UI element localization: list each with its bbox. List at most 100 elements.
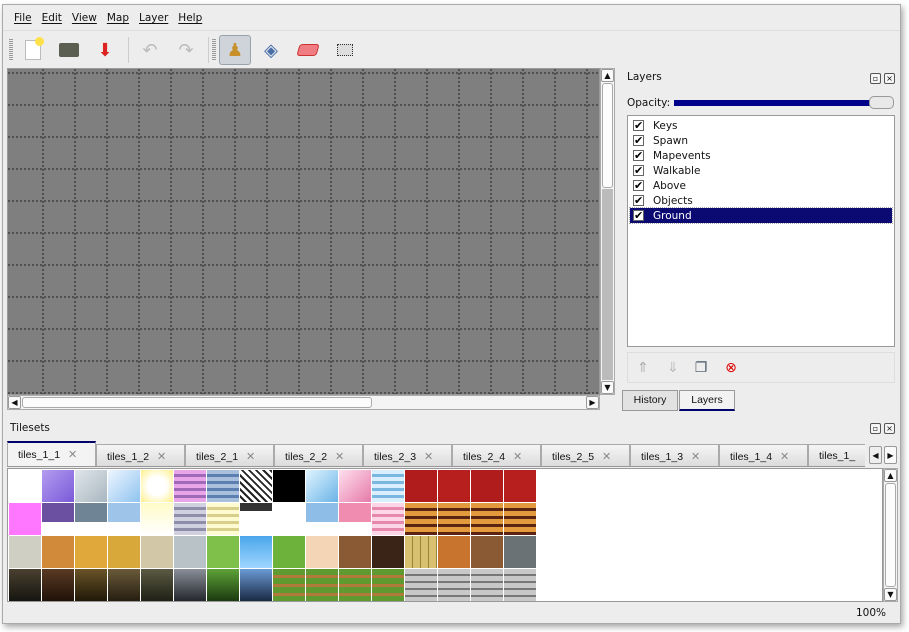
layer-item[interactable]: ✔ Walkable bbox=[630, 163, 892, 178]
layer-visibility-checkbox[interactable]: ✔ bbox=[633, 209, 644, 222]
tile[interactable] bbox=[108, 536, 140, 568]
tile[interactable] bbox=[108, 470, 140, 502]
tile[interactable] bbox=[42, 569, 74, 601]
tile[interactable] bbox=[372, 470, 404, 502]
tile[interactable] bbox=[339, 503, 371, 535]
layer-visibility-checkbox[interactable]: ✔ bbox=[633, 134, 644, 147]
scroll-down-icon[interactable]: ▼ bbox=[884, 588, 897, 601]
tile[interactable] bbox=[174, 503, 206, 535]
tile[interactable] bbox=[504, 536, 536, 568]
menu-layer[interactable]: Layer bbox=[139, 12, 169, 24]
close-tab-icon[interactable]: ✕ bbox=[335, 451, 345, 463]
stamp-brush-button[interactable]: ♟ bbox=[219, 35, 251, 65]
tile[interactable] bbox=[240, 536, 272, 568]
tile[interactable] bbox=[75, 503, 107, 535]
duplicate-layer-icon[interactable]: ❐ bbox=[694, 360, 708, 376]
close-tab-icon[interactable]: ✕ bbox=[513, 451, 523, 463]
tile[interactable] bbox=[438, 569, 470, 601]
bucket-fill-button[interactable]: ◈ bbox=[255, 35, 287, 65]
menu-view[interactable]: View bbox=[71, 12, 97, 24]
tile[interactable] bbox=[306, 536, 338, 568]
scroll-down-icon[interactable]: ▼ bbox=[601, 381, 614, 394]
toolbar-grip[interactable] bbox=[9, 39, 13, 61]
tile[interactable] bbox=[108, 569, 140, 601]
layer-visibility-checkbox[interactable]: ✔ bbox=[633, 149, 644, 162]
tile[interactable] bbox=[372, 569, 404, 601]
tile[interactable] bbox=[75, 470, 107, 502]
tile[interactable] bbox=[273, 503, 305, 535]
tile[interactable] bbox=[141, 536, 173, 568]
tile[interactable] bbox=[372, 503, 404, 535]
tile[interactable] bbox=[339, 569, 371, 601]
layer-item[interactable]: ✔ Ground bbox=[629, 207, 893, 224]
tab-tileset[interactable]: tiles_2_5 ✕ bbox=[541, 444, 630, 466]
close-tab-icon[interactable]: ✕ bbox=[691, 451, 701, 463]
remove-layer-icon[interactable]: ⊗ bbox=[725, 360, 737, 376]
tile[interactable] bbox=[240, 569, 272, 601]
close-tab-icon[interactable]: ✕ bbox=[68, 449, 78, 461]
map-canvas[interactable] bbox=[7, 68, 600, 395]
tab-layers[interactable]: Layers bbox=[679, 390, 735, 411]
tab-tileset[interactable]: tiles_2_2 ✕ bbox=[274, 444, 363, 466]
tile[interactable] bbox=[471, 569, 503, 601]
close-tab-icon[interactable]: ✕ bbox=[424, 451, 434, 463]
tile[interactable] bbox=[174, 569, 206, 601]
opacity-slider[interactable] bbox=[674, 100, 874, 106]
redo-button[interactable]: ↷ bbox=[170, 35, 202, 65]
tile[interactable] bbox=[504, 503, 536, 535]
tile[interactable] bbox=[9, 503, 41, 535]
tile[interactable] bbox=[372, 536, 404, 568]
close-tab-icon[interactable]: ✕ bbox=[780, 451, 790, 463]
tile[interactable] bbox=[108, 503, 140, 535]
menu-map[interactable]: Map bbox=[106, 12, 130, 24]
close-icon[interactable]: × bbox=[884, 73, 895, 84]
tile[interactable] bbox=[471, 536, 503, 568]
tab-tileset[interactable]: tiles_2_4 ✕ bbox=[452, 444, 541, 466]
tile[interactable] bbox=[240, 503, 272, 535]
tile[interactable] bbox=[306, 569, 338, 601]
tab-tileset[interactable]: tiles_2_1 ✕ bbox=[185, 444, 274, 466]
close-tab-icon[interactable]: ✕ bbox=[246, 451, 256, 463]
close-icon[interactable]: × bbox=[884, 423, 895, 434]
tileset-view[interactable] bbox=[7, 468, 883, 602]
tile[interactable] bbox=[339, 536, 371, 568]
tab-history[interactable]: History bbox=[622, 390, 678, 411]
tab-tileset[interactable]: tiles_1_1 ✕ bbox=[7, 441, 96, 466]
tile[interactable] bbox=[405, 569, 437, 601]
tile[interactable] bbox=[405, 536, 437, 568]
scroll-up-icon[interactable]: ▲ bbox=[884, 469, 897, 482]
tile[interactable] bbox=[141, 470, 173, 502]
layer-visibility-checkbox[interactable]: ✔ bbox=[633, 179, 644, 192]
map-vertical-scrollbar[interactable]: ▲ ▼ bbox=[600, 68, 615, 395]
tile[interactable] bbox=[174, 536, 206, 568]
tile[interactable] bbox=[405, 503, 437, 535]
tab-tileset[interactable]: tiles_1_3 ✕ bbox=[630, 444, 719, 466]
tile[interactable] bbox=[9, 536, 41, 568]
tile[interactable] bbox=[405, 470, 437, 502]
tile[interactable] bbox=[438, 503, 470, 535]
tileset-vertical-scrollbar[interactable]: ▲ ▼ bbox=[883, 468, 898, 602]
tabs-scroll-left-icon[interactable]: ◀ bbox=[869, 446, 882, 464]
tile[interactable] bbox=[207, 503, 239, 535]
menu-edit[interactable]: Edit bbox=[41, 12, 62, 24]
tile[interactable] bbox=[75, 569, 107, 601]
opacity-slider-handle[interactable] bbox=[869, 96, 894, 109]
layer-visibility-checkbox[interactable]: ✔ bbox=[633, 119, 644, 132]
close-tab-icon[interactable]: ✕ bbox=[602, 451, 612, 463]
undo-button[interactable]: ↶ bbox=[134, 35, 166, 65]
float-icon[interactable]: ▫ bbox=[870, 73, 881, 84]
scroll-up-icon[interactable]: ▲ bbox=[601, 69, 614, 82]
tab-tileset[interactable]: tiles_1_4 ✕ bbox=[719, 444, 808, 466]
tile[interactable] bbox=[471, 503, 503, 535]
tile[interactable] bbox=[174, 470, 206, 502]
map-horizontal-scrollbar[interactable]: ◀ ▶ bbox=[7, 395, 600, 410]
scroll-left-icon[interactable]: ◀ bbox=[8, 396, 21, 409]
tile[interactable] bbox=[504, 470, 536, 502]
tile[interactable] bbox=[273, 536, 305, 568]
tile[interactable] bbox=[273, 569, 305, 601]
open-button[interactable] bbox=[53, 35, 85, 65]
tile[interactable] bbox=[75, 536, 107, 568]
tile[interactable] bbox=[438, 470, 470, 502]
tile[interactable] bbox=[471, 470, 503, 502]
tile[interactable] bbox=[306, 470, 338, 502]
